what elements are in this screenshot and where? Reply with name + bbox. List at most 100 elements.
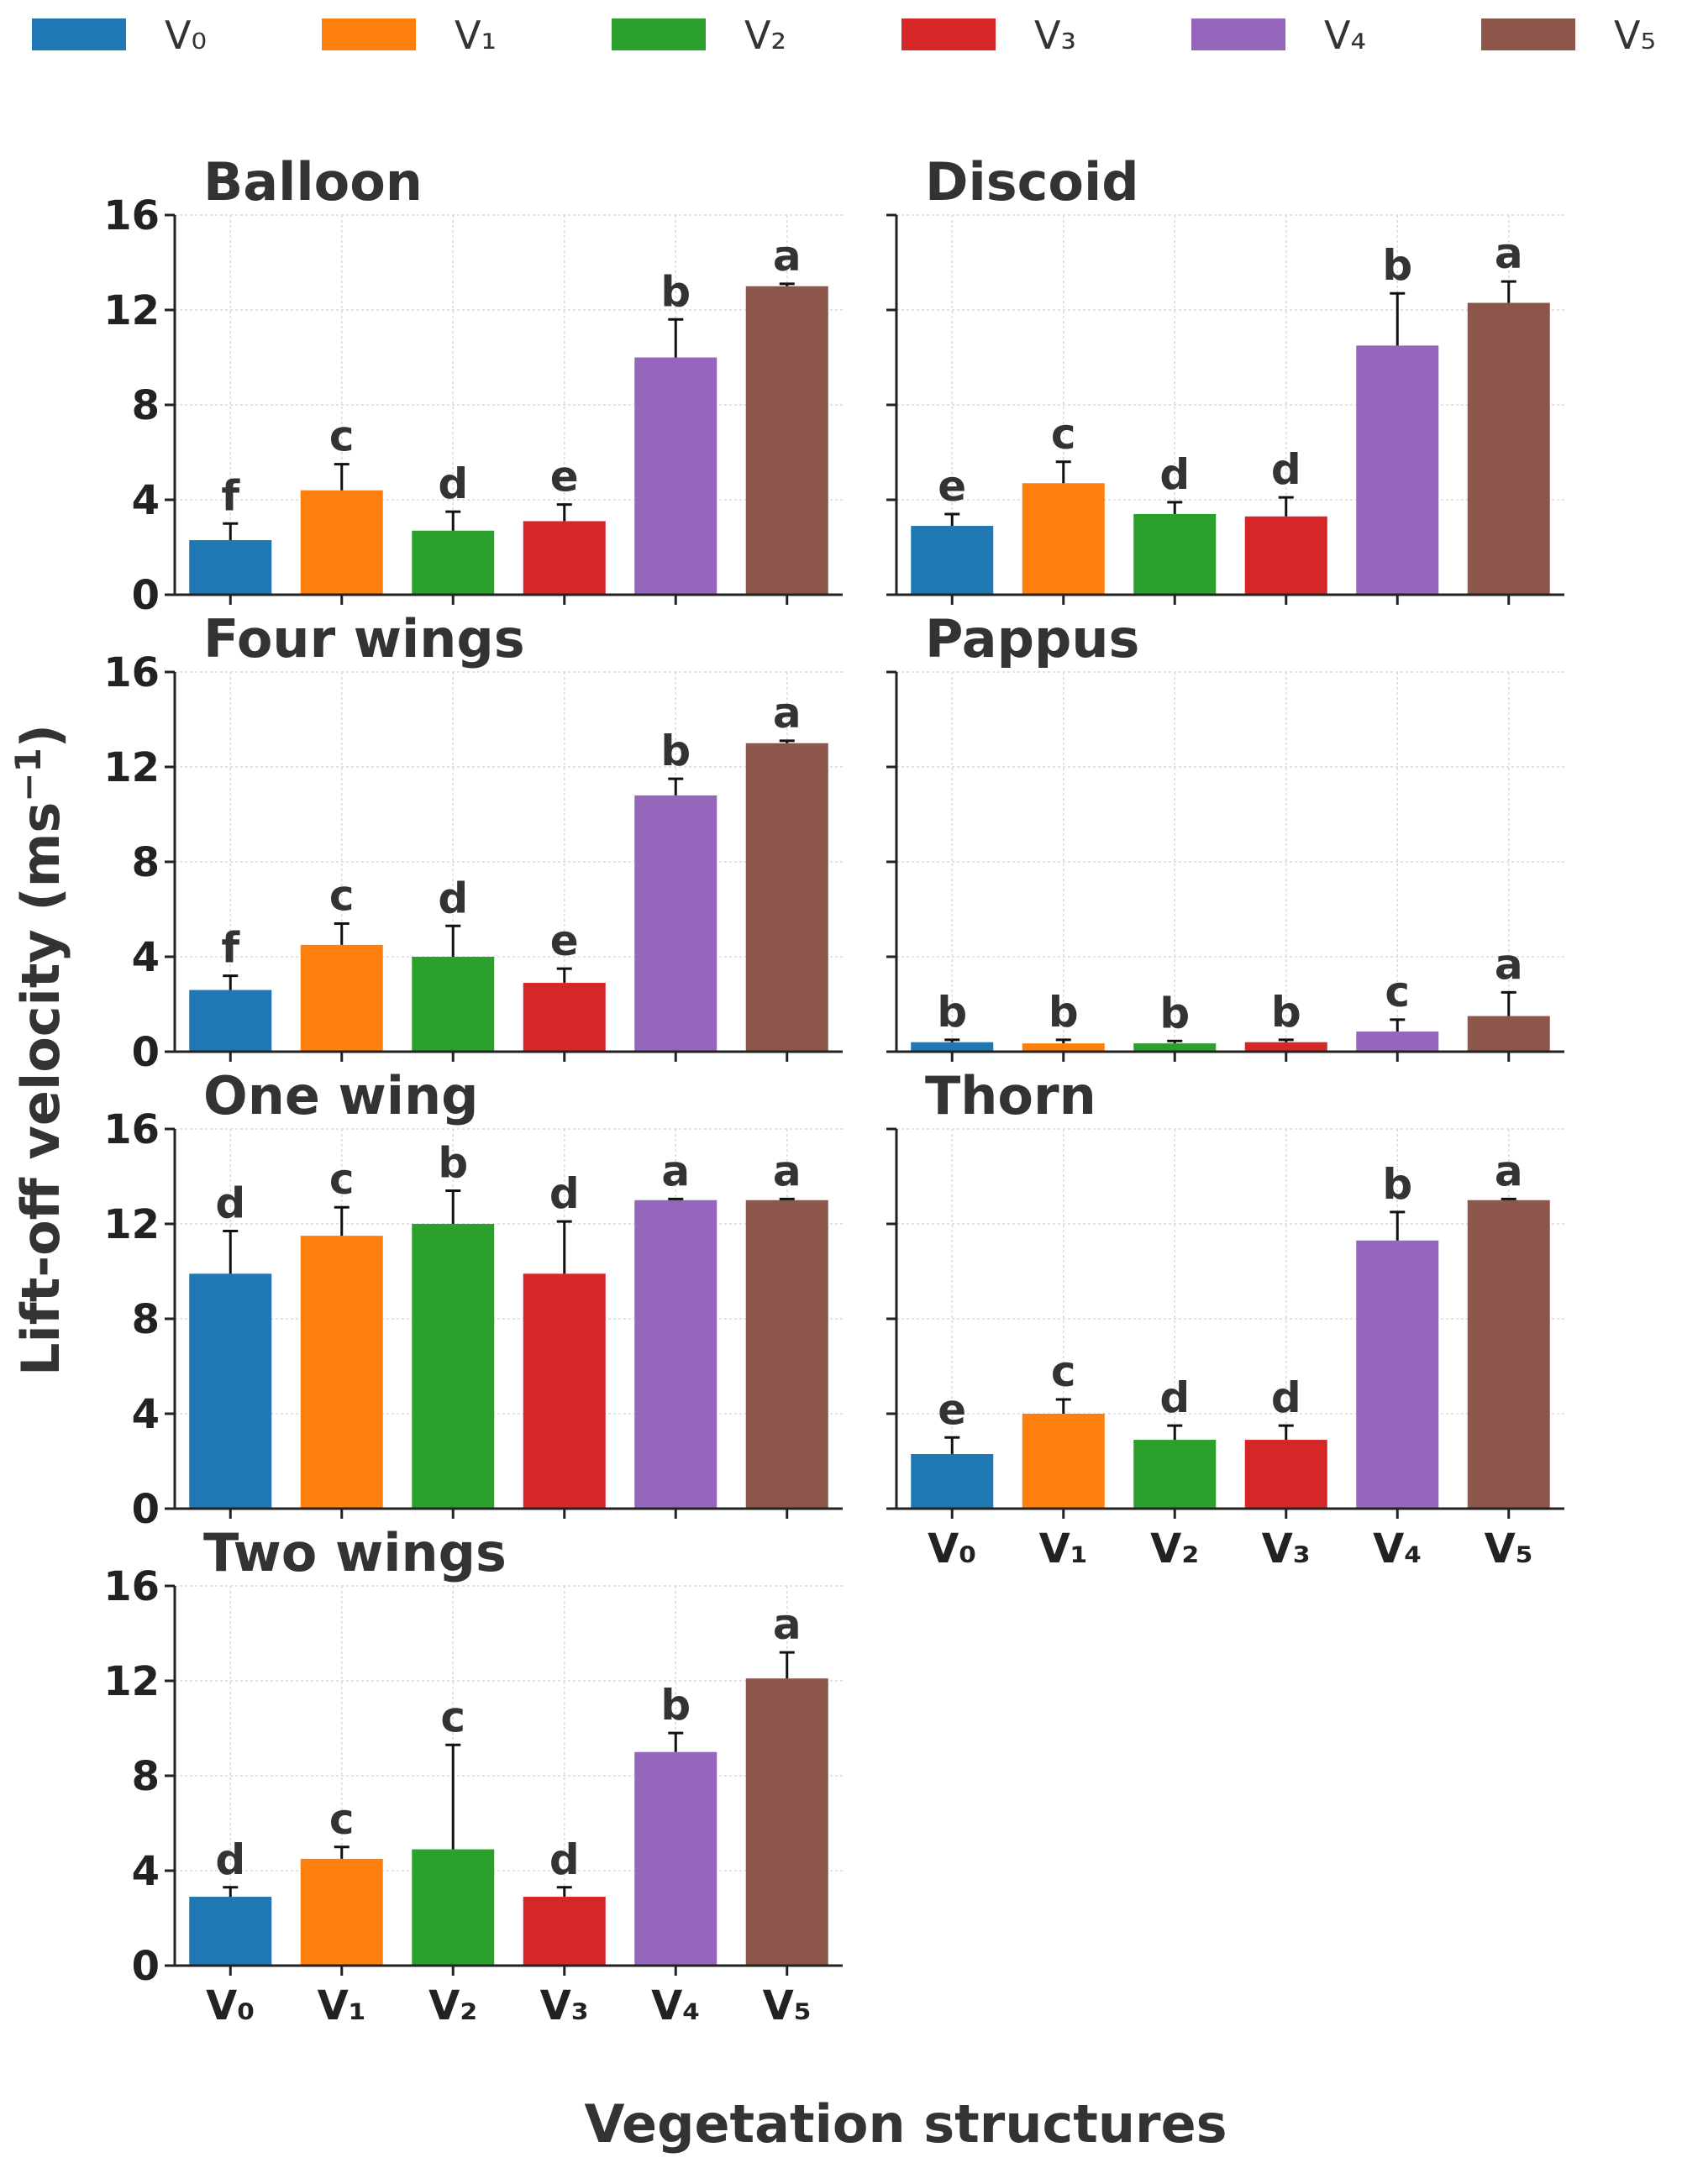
significance-letter: d (1159, 1373, 1190, 1422)
significance-letter: a (1495, 940, 1523, 989)
panel-two-wings: d c c d b a 0 4 8 12 16 V₀ V₁ V₂ V₃ V₄ V₅ Two wings (103, 1522, 843, 2029)
bar (1467, 1200, 1550, 1509)
y-axis-title: Lift-off velocity (ms−1) (8, 724, 71, 1376)
y-tick-label: 12 (103, 287, 160, 334)
y-tick-label: 4 (132, 477, 160, 524)
bar (1022, 483, 1105, 595)
x-tick-label: V₀ (206, 1982, 255, 2029)
bar (300, 490, 383, 595)
x-tick-label: V₅ (763, 1982, 812, 2029)
significance-letter: d (438, 459, 468, 508)
bar (300, 1236, 383, 1509)
significance-letter: e (938, 462, 966, 511)
legend-swatch-0 (32, 18, 126, 50)
panel-balloon: f c d e b a 0 4 8 12 16 Balloon (103, 151, 843, 619)
y-axis-title-main: Lift-off velocity (ms (10, 802, 71, 1376)
bar (1356, 345, 1439, 595)
legend-swatch-2 (612, 18, 706, 50)
significance-letter: d (1271, 445, 1301, 494)
bar (523, 521, 606, 595)
significance-letter: c (1051, 1347, 1076, 1396)
significance-letter: d (215, 1179, 245, 1227)
panel-four-wings: f c d e b a 0 4 8 12 16 Four wings (103, 608, 843, 1076)
legend-swatch-5 (1481, 18, 1575, 50)
significance-letter: c (1385, 968, 1410, 1016)
x-tick-label: V₂ (1150, 1525, 1199, 1572)
significance-letter: c (329, 1155, 355, 1204)
bar (1244, 516, 1327, 595)
legend-swatch-3 (901, 18, 996, 50)
y-tick-label: 16 (103, 1106, 160, 1153)
legend-label-2: V₂ (744, 13, 786, 58)
significance-letter: b (1382, 1160, 1412, 1209)
bar (1244, 1042, 1327, 1052)
y-tick-label: 0 (132, 1029, 160, 1076)
panel-title: Thorn (925, 1065, 1096, 1126)
bar (745, 286, 828, 595)
y-axis-title-superscript: −1 (8, 748, 49, 801)
legend-label-0: V₀ (165, 13, 207, 58)
y-tick-label: 16 (103, 649, 160, 696)
panel-title: Four wings (203, 608, 525, 669)
bar (189, 990, 272, 1052)
bar (189, 1897, 272, 1966)
significance-letter: b (438, 1138, 468, 1187)
bar (1356, 1031, 1439, 1052)
x-tick-label: V₃ (1262, 1525, 1311, 1572)
significance-letter: c (329, 1795, 355, 1844)
bar (1133, 1043, 1217, 1052)
significance-letter: b (660, 1681, 691, 1730)
y-tick-label: 16 (103, 192, 160, 239)
x-tick-label: V₅ (1485, 1525, 1533, 1572)
panel-pappus: b b b b c a Pappus (886, 608, 1564, 1062)
significance-letter: b (660, 727, 691, 775)
significance-letter: b (1159, 989, 1190, 1037)
significance-letter: a (1495, 1147, 1523, 1195)
bar (412, 530, 495, 595)
panel-title: Balloon (203, 151, 423, 213)
y-tick-label: 0 (132, 572, 160, 619)
y-tick-label: 12 (103, 744, 160, 791)
panel-title: One wing (203, 1065, 479, 1126)
legend-label-3: V₃ (1034, 13, 1076, 58)
significance-letter: b (660, 267, 691, 316)
significance-letter: a (773, 689, 802, 738)
significance-letter: a (773, 1600, 802, 1649)
bar (189, 540, 272, 595)
panel-one-wing: d c b d a a 0 4 8 12 16 One wing (103, 1065, 843, 1533)
bar (523, 1897, 606, 1966)
bar (745, 1200, 828, 1509)
bar (412, 957, 495, 1052)
bar (1133, 1440, 1217, 1509)
significance-letter: b (1271, 988, 1301, 1037)
significance-letter: a (1495, 229, 1523, 278)
significance-letter: f (221, 924, 240, 973)
bar (1356, 1240, 1439, 1509)
significance-letter: d (549, 1169, 580, 1218)
x-tick-label: V₁ (318, 1982, 366, 2029)
significance-letter: c (1051, 410, 1076, 459)
x-tick-label: V₁ (1039, 1525, 1088, 1572)
bar (412, 1224, 495, 1509)
legend: V₀ V₁ V₂ V₃ V₄ V₅ (32, 13, 1656, 58)
panels: f c d e b a 0 4 8 12 16 Balloon e c d d b a Discoid f c d e b a 0… (103, 151, 1564, 2029)
legend-label-5: V₅ (1614, 13, 1656, 58)
bar (634, 1200, 717, 1509)
significance-letter: d (1271, 1373, 1301, 1422)
bar (911, 1454, 994, 1509)
bar (911, 526, 994, 595)
significance-letter: c (440, 1693, 465, 1741)
panel-title: Pappus (925, 608, 1139, 669)
x-tick-label: V₀ (928, 1525, 976, 1572)
y-tick-label: 0 (132, 1486, 160, 1533)
bar (523, 983, 606, 1052)
bar (1133, 513, 1217, 595)
x-tick-label: V₄ (651, 1982, 700, 2029)
significance-letter: f (221, 471, 240, 520)
y-tick-label: 4 (132, 1391, 160, 1438)
significance-letter: d (215, 1835, 245, 1884)
y-tick-label: 4 (132, 934, 160, 981)
significance-letter: a (661, 1147, 690, 1195)
y-tick-label: 12 (103, 1658, 160, 1705)
